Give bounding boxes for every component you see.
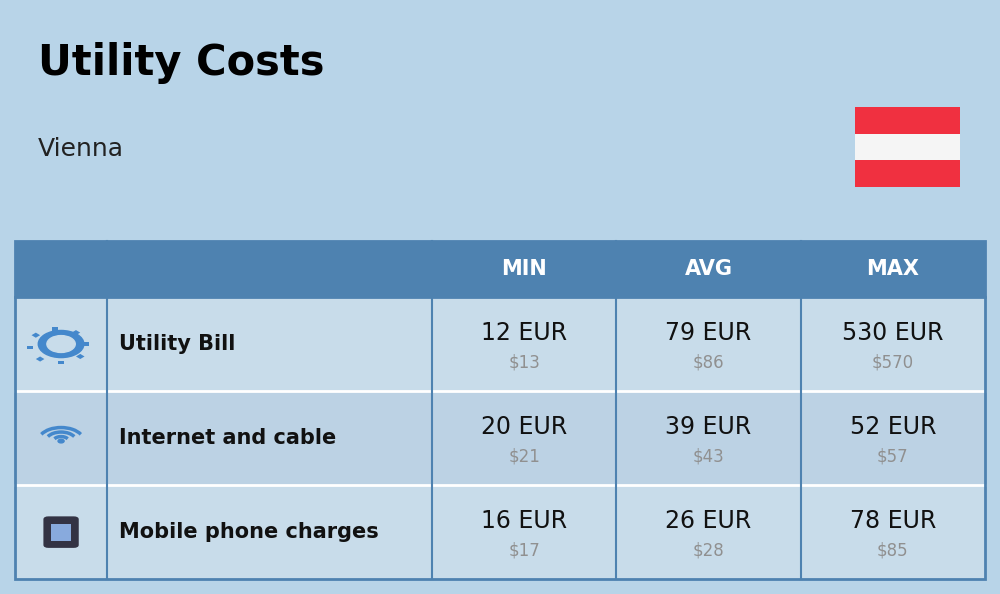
Bar	[72, 330, 80, 335]
Bar	[58, 361, 64, 365]
Text: $85: $85	[877, 542, 909, 560]
Text: 16 EUR: 16 EUR	[481, 509, 567, 533]
Text: MIN: MIN	[501, 259, 547, 279]
Bar	[15, 485, 985, 579]
Text: $21: $21	[508, 448, 540, 466]
Text: 78 EUR: 78 EUR	[850, 509, 936, 533]
Text: $86: $86	[693, 354, 724, 372]
Text: $570: $570	[872, 354, 914, 372]
Bar	[855, 107, 960, 134]
Text: 79 EUR: 79 EUR	[665, 321, 752, 345]
Bar	[855, 160, 960, 187]
Text: Mobile phone charges: Mobile phone charges	[119, 522, 379, 542]
Bar	[32, 333, 40, 338]
Bar	[83, 342, 89, 346]
Text: $17: $17	[508, 542, 540, 560]
Circle shape	[38, 330, 84, 358]
Text: $57: $57	[877, 448, 909, 466]
Bar	[51, 525, 71, 541]
Text: Internet and cable: Internet and cable	[119, 428, 336, 448]
Text: $13: $13	[508, 354, 540, 372]
Circle shape	[47, 336, 75, 352]
Circle shape	[58, 440, 64, 443]
Text: MAX: MAX	[866, 259, 919, 279]
Bar	[15, 241, 985, 297]
Bar	[36, 356, 44, 362]
Text: 530 EUR: 530 EUR	[842, 321, 944, 345]
Bar	[52, 327, 58, 331]
Text: 12 EUR: 12 EUR	[481, 321, 567, 345]
Bar	[855, 134, 960, 160]
Bar	[15, 297, 985, 391]
Text: 39 EUR: 39 EUR	[665, 415, 752, 439]
Text: $43: $43	[693, 448, 724, 466]
Bar	[27, 346, 33, 349]
Text: Utility Bill: Utility Bill	[119, 334, 236, 354]
Bar	[76, 354, 85, 359]
Bar	[15, 391, 985, 485]
Bar	[15, 241, 985, 579]
Text: 20 EUR: 20 EUR	[481, 415, 567, 439]
Text: $28: $28	[693, 542, 724, 560]
Text: 26 EUR: 26 EUR	[665, 509, 752, 533]
Text: AVG: AVG	[685, 259, 733, 279]
Text: Vienna: Vienna	[38, 137, 124, 160]
FancyBboxPatch shape	[43, 516, 79, 548]
Text: 52 EUR: 52 EUR	[850, 415, 936, 439]
Text: Utility Costs: Utility Costs	[38, 42, 324, 84]
